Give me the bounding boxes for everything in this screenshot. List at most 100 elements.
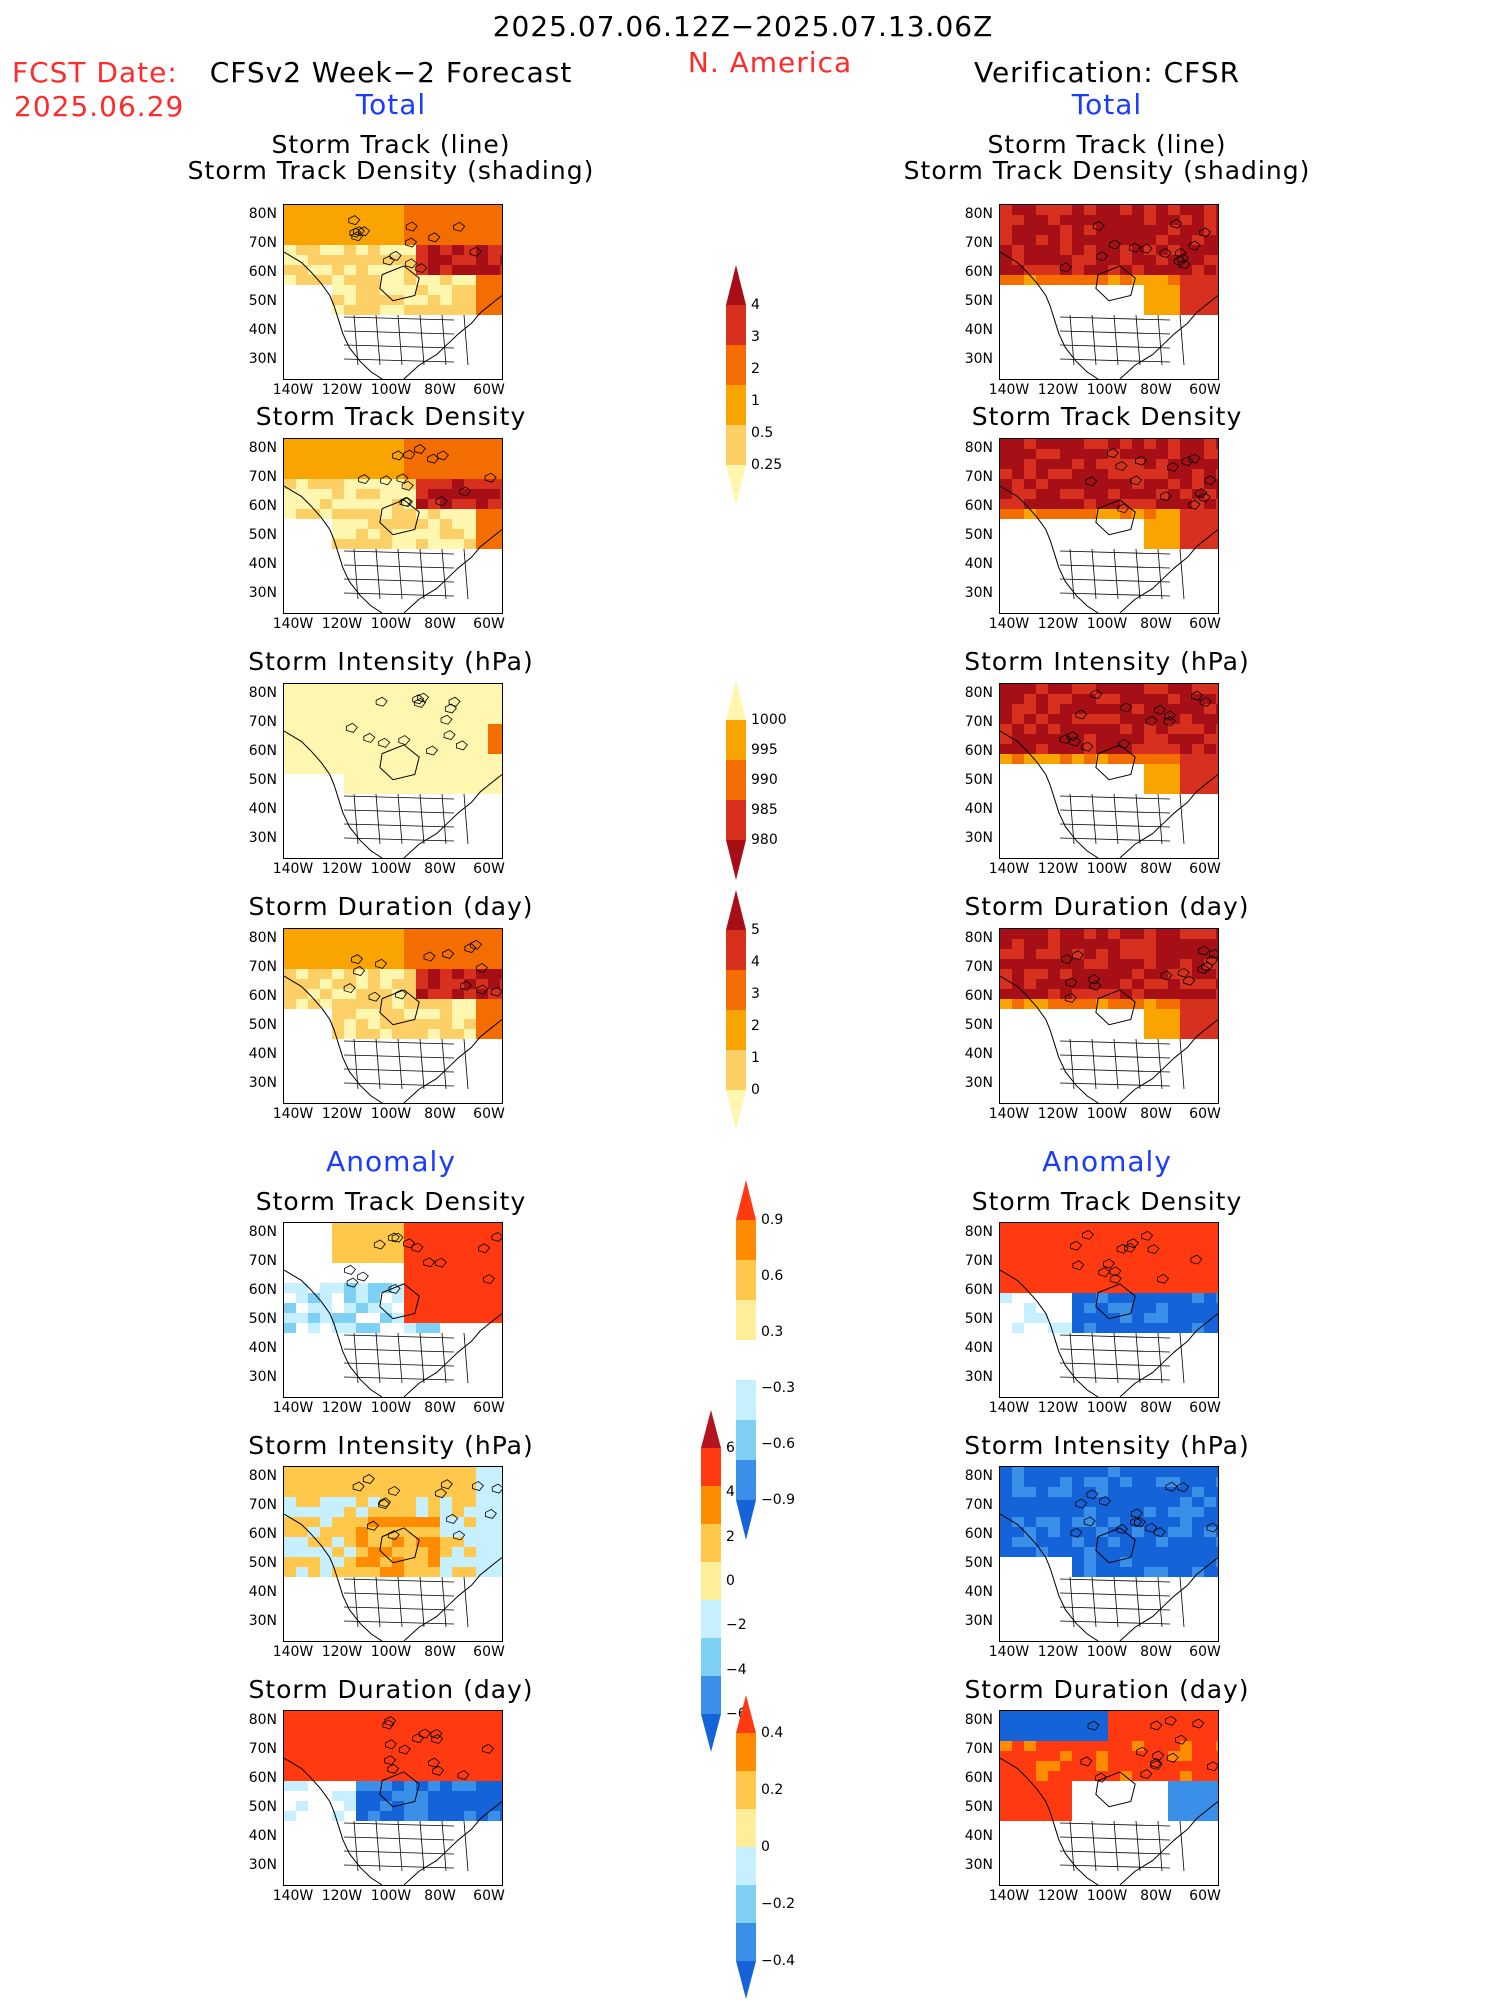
lon-tick-label: 60W: [473, 1106, 505, 1122]
lat-tick-label: 70N: [964, 959, 993, 975]
lon-tick-label: 140W: [272, 861, 314, 877]
colorbar-tick-label: 0.4: [761, 1725, 784, 1741]
colorbar-tick-label: 5: [751, 922, 760, 938]
lat-tick-label: 80N: [964, 206, 993, 222]
colorbar-tick-label: 6: [726, 1440, 735, 1456]
lon-tick-label: 100W: [1086, 1106, 1128, 1122]
colorbar-tick-label: 3: [751, 986, 760, 1002]
fcst-label: FCST Date:: [12, 56, 178, 89]
colorbar-swatch: [701, 1486, 721, 1524]
lat-tick-label: 40N: [248, 1584, 277, 1600]
right-total-label: Total: [1071, 88, 1143, 121]
colorbar-swatch: [736, 1961, 756, 1999]
forecast-map: [283, 683, 503, 859]
lat-tick-label: 40N: [248, 556, 277, 572]
lat-tick-label: 50N: [248, 1555, 277, 1571]
lon-tick-label: 120W: [321, 1644, 363, 1660]
lat-tick-label: 50N: [964, 527, 993, 543]
colorbar-swatch: [736, 1733, 756, 1771]
colorbar-density-anom: [735, 1180, 757, 1542]
lon-tick-label: 60W: [1189, 1400, 1221, 1416]
lat-tick-label: 80N: [248, 1468, 277, 1484]
lon-tick-label: 140W: [988, 1888, 1030, 1904]
lat-tick-label: 60N: [248, 988, 277, 1004]
lat-tick-label: 30N: [248, 585, 277, 601]
colorbar-tick-label: 0.5: [751, 425, 774, 441]
lon-tick-label: 60W: [1189, 1644, 1221, 1660]
lat-tick-label: 80N: [964, 440, 993, 456]
colorbar-tick-label: −4: [726, 1661, 747, 1678]
lat-tick-label: 50N: [964, 1311, 993, 1327]
lon-tick-label: 60W: [1189, 861, 1221, 877]
lon-tick-label: 140W: [988, 1106, 1030, 1122]
lat-tick-label: 60N: [248, 264, 277, 280]
lon-tick-label: 100W: [1086, 1888, 1128, 1904]
lat-tick-label: 70N: [964, 714, 993, 730]
lon-tick-label: 80W: [1140, 1400, 1172, 1416]
colorbar-density: [725, 265, 747, 507]
colorbar-swatch: [726, 760, 746, 800]
colorbar-tick-label: 0.3: [761, 1324, 784, 1340]
colorbar-tick-label: 1: [751, 393, 760, 409]
forecast-map: [283, 204, 503, 380]
lat-tick-label: 50N: [964, 1017, 993, 1033]
lat-tick-label: 30N: [248, 1857, 277, 1873]
colorbar-tick-label: 0: [726, 1573, 735, 1589]
lon-tick-label: 80W: [1140, 616, 1172, 632]
lat-tick-label: 60N: [964, 498, 993, 514]
lon-tick-label: 60W: [473, 1400, 505, 1416]
lon-tick-label: 60W: [473, 616, 505, 632]
panel-title: Storm Duration (day): [964, 1675, 1250, 1704]
lat-tick-label: 30N: [964, 1075, 993, 1091]
lon-tick-label: 100W: [1086, 861, 1128, 877]
colorbar-swatch: [726, 1090, 746, 1130]
lon-tick-label: 120W: [321, 1106, 363, 1122]
lon-tick-label: 100W: [370, 616, 412, 632]
colorbar-tick-label: 0: [751, 1082, 760, 1098]
lat-tick-label: 40N: [248, 1828, 277, 1844]
lon-tick-label: 80W: [424, 1888, 456, 1904]
lat-tick-label: 80N: [964, 1468, 993, 1484]
lat-tick-label: 70N: [964, 235, 993, 251]
lat-tick-label: 30N: [248, 1613, 277, 1629]
colorbar-swatch: [726, 345, 746, 385]
lon-tick-label: 120W: [321, 1888, 363, 1904]
panel-title: Storm Intensity (hPa): [248, 647, 534, 676]
lat-tick-label: 30N: [964, 585, 993, 601]
colorbar-swatch: [701, 1714, 721, 1752]
lat-tick-label: 60N: [248, 498, 277, 514]
lon-tick-label: 140W: [272, 1644, 314, 1660]
lon-tick-label: 140W: [272, 1888, 314, 1904]
colorbar-swatch: [726, 425, 746, 465]
lon-tick-label: 80W: [424, 861, 456, 877]
lon-tick-label: 100W: [370, 382, 412, 398]
period-title: 2025.07.06.12Z−2025.07.13.06Z: [492, 10, 994, 43]
right-anomaly-label: Anomaly: [1042, 1145, 1172, 1178]
lon-tick-label: 80W: [1140, 1644, 1172, 1660]
lon-tick-label: 80W: [1140, 382, 1172, 398]
colorbar-tick-label: 2: [751, 1018, 760, 1034]
lat-tick-label: 70N: [248, 1741, 277, 1757]
verification-map: [999, 928, 1219, 1104]
lat-tick-label: 70N: [964, 469, 993, 485]
lon-tick-label: 140W: [988, 382, 1030, 398]
lat-tick-label: 40N: [964, 1828, 993, 1844]
lon-tick-label: 100W: [370, 1888, 412, 1904]
colorbar-swatch: [736, 1500, 756, 1540]
lon-tick-label: 60W: [1189, 1106, 1221, 1122]
fcst-date: 2025.06.29: [14, 90, 185, 123]
lon-tick-label: 80W: [1140, 1888, 1172, 1904]
lat-tick-label: 60N: [248, 743, 277, 759]
lat-tick-label: 70N: [964, 1253, 993, 1269]
lon-tick-label: 120W: [321, 1400, 363, 1416]
lon-tick-label: 60W: [473, 861, 505, 877]
lon-tick-label: 80W: [424, 1400, 456, 1416]
lat-tick-label: 70N: [248, 959, 277, 975]
colorbar-tick-label: 0.9: [761, 1212, 784, 1228]
lon-tick-label: 140W: [988, 1644, 1030, 1660]
colorbar-swatch: [736, 1420, 756, 1460]
colorbar-swatch: [701, 1410, 721, 1448]
lon-tick-label: 60W: [473, 1888, 505, 1904]
lon-tick-label: 120W: [1037, 1106, 1079, 1122]
verification-map: [999, 1466, 1219, 1642]
